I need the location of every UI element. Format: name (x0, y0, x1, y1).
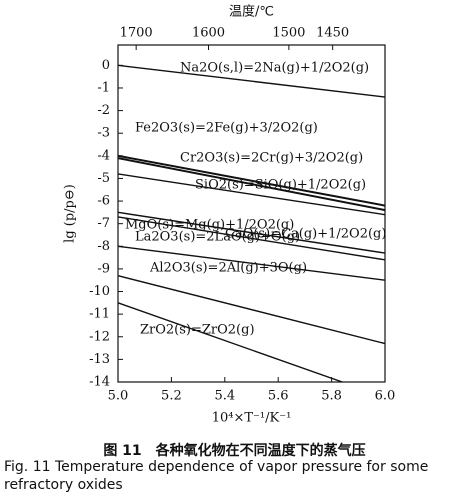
x-tick-label: 5.6 (268, 389, 289, 404)
y-tick-label: -12 (89, 329, 110, 344)
y-tick-label: -2 (97, 103, 110, 118)
series-line (117, 211, 386, 254)
series-line (117, 64, 386, 98)
y-tick-label: -3 (97, 126, 110, 141)
y-tick-label: -11 (89, 307, 110, 322)
series-label: Na2O(s,l)=2Na(g)+1/2O2(g) (180, 61, 369, 76)
x-axis-label: 10⁴×T⁻¹/K⁻¹ (212, 411, 292, 426)
series-label: ZrO2(s)=ZrO2(g) (140, 323, 255, 338)
plot-frame (117, 44, 386, 383)
x2-tick-label: 1500 (272, 26, 305, 41)
series-line (117, 157, 386, 212)
y-tick-label: -14 (89, 375, 110, 390)
series-label: Fe2O3(s)=2Fe(g)+3/2O2(g) (135, 121, 318, 136)
series-line (117, 216, 386, 261)
series-line (117, 302, 343, 383)
y-tick-label: -6 (97, 194, 110, 209)
x2-tick-label: 1600 (192, 26, 225, 41)
series-label: La2O3(s)=2LaO(g)+O(g) (135, 230, 300, 245)
series-line (117, 245, 386, 281)
y-axis-label: lg (p/p⊖) (63, 184, 78, 243)
x-tick-label: 5.8 (321, 389, 342, 404)
chart: 5.0 5.2 5.4 5.6 5.8 6.0 1700 1600 1500 1450 0 -1 -2 -… (63, 4, 396, 426)
y-tick-label: -4 (97, 148, 110, 163)
series-label: SiO2(s)=SiO(g)+1/2O2(g) (195, 178, 366, 193)
x-tick-label: 5.4 (214, 389, 235, 404)
y-tick-label: -5 (97, 171, 110, 186)
y-tick-label: -9 (97, 261, 110, 276)
y-tick-label: 0 (102, 58, 110, 73)
series-line (117, 154, 386, 207)
y-tick-label: -13 (89, 352, 110, 367)
x2-tick-label: 1450 (316, 26, 349, 41)
caption-en: Fig. 11 Temperature dependence of vapor … (4, 459, 429, 493)
series-label: Cr2O3(s)=2Cr(g)+3/2O2(g) (180, 151, 363, 166)
x-tick-label: 6.0 (375, 389, 396, 404)
x2-axis-label: 温度/℃ (229, 4, 274, 20)
series-line (117, 173, 386, 216)
y-tick-label: -10 (89, 284, 110, 299)
series-line (117, 275, 386, 345)
x-tick-label: 5.2 (161, 389, 182, 404)
series-label: CaO(s)=Ca(g)+1/2O2(g) (225, 227, 386, 242)
caption-cn: 图 11 各种氧化物在不同温度下的蒸气压 (103, 443, 366, 459)
series-label: Al2O3(s)=2Al(g)+3O(g) (149, 261, 307, 276)
y-tick-label: -7 (97, 216, 110, 231)
x2-tick-label: 1700 (120, 26, 153, 41)
y-tick-label: -1 (97, 80, 110, 95)
y-tick-label: -8 (97, 239, 110, 254)
series-label: MgO(s)=Mg(g)+1/2O2(g) (125, 218, 294, 233)
x-tick-label: 5.0 (108, 389, 129, 404)
